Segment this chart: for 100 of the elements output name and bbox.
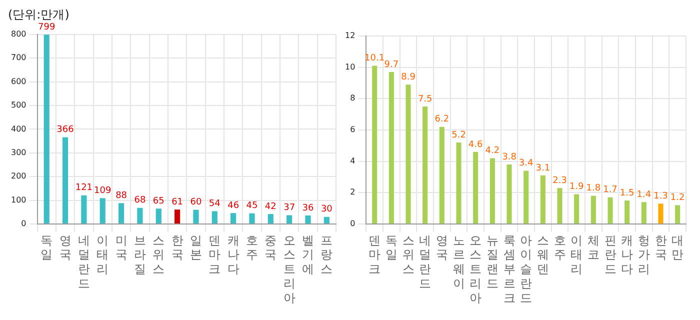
bar: [193, 210, 199, 224]
x-tick-label: 헝가리: [638, 233, 650, 276]
x-tick-label: 영국: [59, 233, 72, 262]
bar: [268, 214, 274, 224]
x-tick-label: 덴마크: [208, 233, 221, 276]
bar: [118, 203, 124, 224]
data-label: 1.2: [670, 193, 685, 204]
bar: [524, 170, 529, 224]
bar: [439, 126, 444, 224]
x-tick-label: 영국: [436, 233, 448, 262]
x-tick-label: 호주: [246, 233, 258, 262]
bar: [641, 202, 646, 224]
x-tick-label: 룩셈부르크: [503, 233, 516, 305]
y-tick-label: 100: [10, 195, 26, 204]
x-tick-label: 스위스: [402, 233, 414, 276]
x-tick-label: 대만: [672, 233, 684, 262]
data-label: 1.8: [586, 184, 601, 194]
y-tick-label: 800: [10, 29, 26, 38]
data-label: 7.5: [418, 94, 432, 104]
data-label: 1.9: [569, 182, 584, 192]
y-tick-label: 4: [350, 156, 356, 166]
data-label: 6.2: [434, 114, 450, 125]
data-label: 2.3: [552, 176, 567, 186]
bar: [490, 158, 495, 224]
x-tick-label: 일본: [190, 233, 202, 262]
x-tick-label: 오스트리아: [283, 233, 296, 305]
data-label: 45: [246, 201, 258, 212]
data-label: 5.2: [452, 130, 466, 140]
x-tick-label: 오스트리아: [470, 233, 482, 305]
y-tick-label: 2: [350, 188, 356, 197]
x-tick-label: 프랑스: [320, 233, 333, 276]
data-label: 1.4: [636, 190, 652, 200]
y-tick-label: 0: [350, 219, 356, 228]
bar: [456, 142, 462, 224]
x-tick-label: 독일: [40, 233, 53, 262]
data-label: 37: [284, 203, 296, 214]
x-tick-label: 호주: [554, 233, 566, 262]
y-tick-label: 400: [10, 124, 26, 134]
x-tick-label: 핀란드: [604, 233, 616, 276]
bar: [62, 137, 68, 224]
x-tick-label: 체코: [587, 233, 600, 262]
x-tick-label: 이태리: [570, 233, 583, 276]
y-tick-label: 0: [21, 219, 26, 228]
bar: [100, 198, 106, 224]
bar: [506, 164, 512, 224]
y-tick-label: 6: [350, 125, 356, 134]
bar: [305, 215, 311, 224]
data-label: 1.7: [603, 185, 618, 196]
data-label: 8.9: [401, 72, 416, 82]
y-tick-label: 10: [344, 62, 356, 72]
bar: [174, 210, 180, 224]
y-tick-label: 12: [344, 31, 356, 40]
x-tick-label: 벨기에: [302, 233, 314, 276]
y-tick-label: 600: [10, 76, 26, 86]
bar: [372, 66, 378, 224]
data-label: 3.1: [536, 163, 550, 174]
bar: [137, 208, 143, 224]
x-tick-label: 이태리: [96, 233, 109, 276]
x-tick-label: 한국: [171, 233, 184, 262]
bar: [249, 213, 255, 224]
data-label: 42: [264, 202, 276, 212]
x-tick-label: 캐나다: [621, 233, 634, 276]
bar: [574, 194, 580, 224]
x-tick-label: 네덜란드: [419, 233, 432, 291]
data-label: 88: [116, 190, 128, 201]
data-label: 4.6: [468, 140, 484, 150]
bar: [388, 72, 394, 224]
bar: [590, 196, 596, 224]
data-label: 65: [152, 196, 164, 206]
bar: [473, 152, 478, 224]
bar: [230, 213, 236, 224]
x-tick-label: 노르웨이: [452, 233, 465, 291]
bar: [324, 216, 330, 224]
bar: [81, 195, 87, 224]
data-label: 109: [94, 186, 112, 196]
y-tick-label: 300: [10, 148, 26, 157]
data-label: 46: [228, 200, 240, 211]
y-tick-label: 500: [10, 100, 26, 110]
bar: [624, 200, 630, 224]
x-tick-label: 아이슬란드: [520, 233, 532, 305]
bar: [540, 175, 546, 224]
data-label: 3.8: [502, 152, 517, 162]
bar: [658, 204, 664, 224]
x-tick-label: 스웨덴: [536, 233, 549, 276]
data-label: 366: [56, 125, 74, 136]
y-tick-label: 8: [350, 94, 356, 103]
data-label: 61: [172, 197, 184, 208]
x-tick-label: 캐나다: [227, 233, 240, 276]
x-tick-label: 한국: [654, 233, 667, 262]
bar: [675, 205, 680, 224]
x-tick-label: 뉴질랜드: [486, 233, 498, 291]
x-tick-label: 중국: [264, 233, 277, 262]
data-label: 68: [134, 196, 146, 206]
bar: [406, 84, 411, 224]
bar: [44, 34, 50, 224]
bar: [557, 188, 562, 224]
x-tick-label: 미국: [115, 233, 128, 262]
chart-title: (단위:만개): [8, 7, 70, 22]
bar: [286, 215, 292, 224]
data-label: 3.4: [518, 158, 534, 169]
